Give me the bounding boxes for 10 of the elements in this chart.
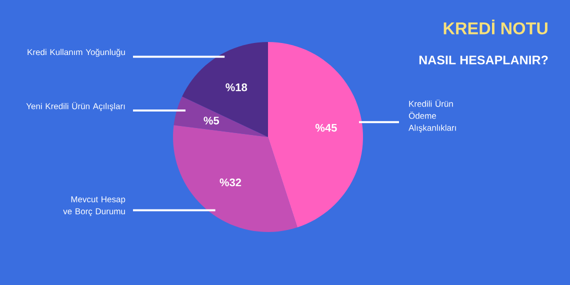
- data-label: %45: [315, 124, 337, 132]
- data-label: %18: [226, 83, 248, 92]
- slice-label: Kredi Kullanım Yoğunluğu: [28, 48, 125, 57]
- data-label: %32: [220, 178, 242, 186]
- data-label: %5: [204, 116, 220, 124]
- slice-label: Mevcut Hesap ve Borç Durumu: [63, 196, 126, 216]
- slice-label: Kredili Ürün Ödeme Alışkanlıkları: [408, 100, 456, 133]
- text: NASIL HESAPLANIR?: [419, 56, 548, 64]
- slice-label: Yeni Kredili Ürün Açılışları: [26, 102, 125, 111]
- text: KREDİ NOTU: [444, 20, 548, 34]
